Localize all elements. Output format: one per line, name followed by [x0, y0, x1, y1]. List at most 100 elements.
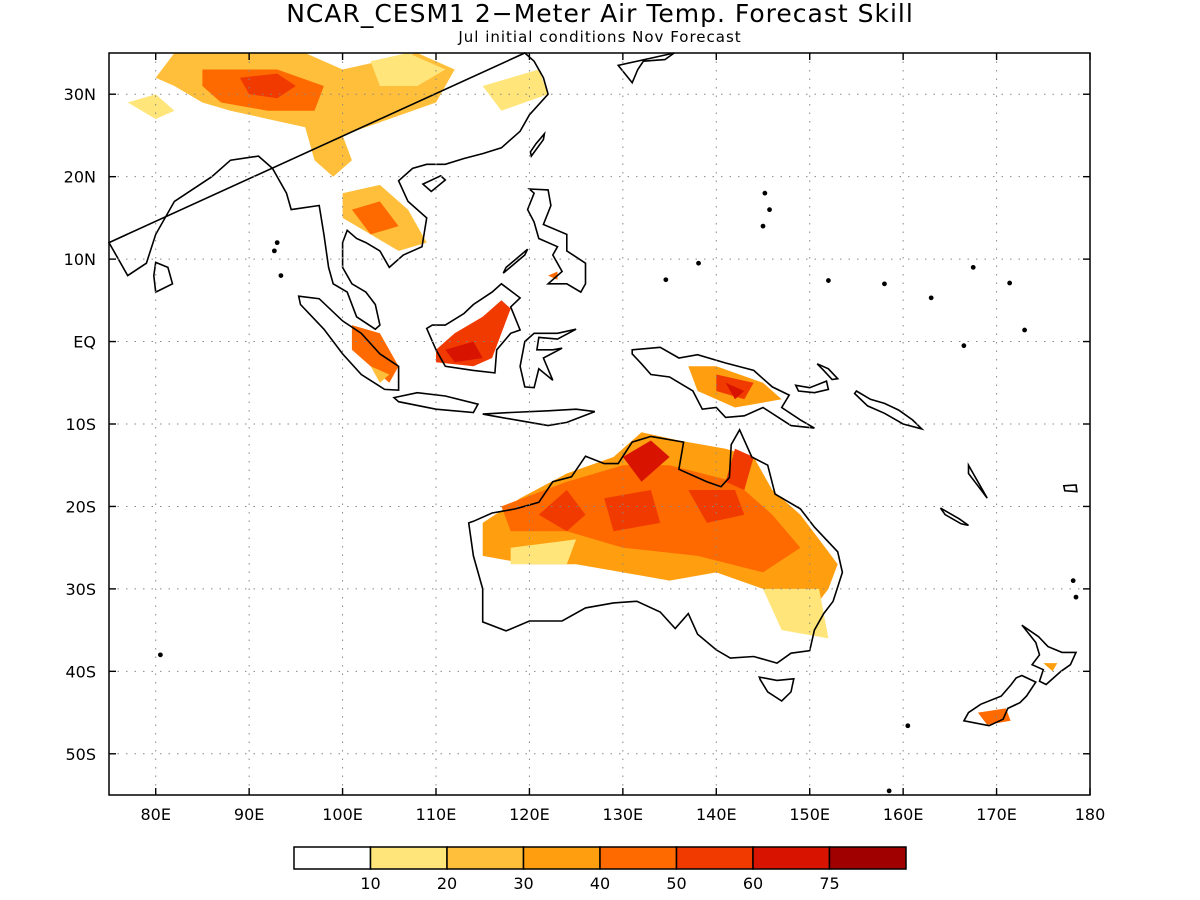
coastline-17	[939, 507, 969, 527]
lat-tick-label: 40S	[65, 662, 96, 681]
coastline-6	[482, 408, 596, 427]
lon-tick-label: 130E	[603, 805, 644, 824]
island-12	[696, 260, 701, 266]
island-6	[663, 277, 669, 283]
island-14	[905, 723, 911, 729]
skill-patch-22	[688, 490, 745, 523]
island-4	[767, 207, 772, 213]
latitude-ticks: 30N 20N 10N EQ 10S 20S 30S 40S 50S	[64, 85, 1090, 764]
lon-tick-label: 110E	[416, 805, 457, 824]
island-16	[886, 788, 892, 794]
coastline-8	[519, 328, 577, 389]
island-11	[970, 264, 976, 270]
island-18	[1073, 594, 1079, 600]
skill-patch-12	[445, 341, 483, 363]
skill-patch-5	[370, 53, 446, 86]
graticule	[109, 53, 1090, 795]
coastline-21	[816, 363, 840, 381]
skill-patch-10	[370, 366, 390, 383]
colorbar: 10 20 30 40 50 60 75	[293, 846, 907, 893]
coastline-18	[967, 462, 988, 499]
lon-tick-label: 120E	[509, 805, 550, 824]
island-10	[1022, 327, 1028, 333]
skill-patch-15	[716, 374, 754, 400]
lat-tick-label: 20S	[65, 497, 96, 516]
island-2	[278, 273, 284, 279]
coastline-16	[853, 389, 925, 431]
map-subtitle: Jul initial conditions Nov Forecast	[458, 28, 742, 46]
coastline-19	[1062, 484, 1078, 493]
skill-patch-25	[763, 588, 829, 639]
longitude-ticks: 80E 90E 100E 110E 120E 130E 140E 150E 160E 170E 18…	[140, 53, 1105, 824]
coastline-10	[502, 248, 529, 274]
coastline-0	[107, 52, 549, 331]
coastline-13	[758, 676, 795, 703]
skill-patch-27	[1043, 663, 1058, 672]
lon-tick-label: 150E	[789, 805, 830, 824]
skill-patch-4	[127, 94, 175, 119]
island-13	[826, 278, 831, 283]
colorbar-swatch-6	[752, 846, 831, 870]
lat-tick-label: 50S	[65, 745, 96, 764]
coastline-1	[152, 261, 174, 294]
skill-patch-26	[977, 708, 1011, 725]
coastline-20	[794, 380, 830, 394]
coastline-15	[962, 674, 1037, 727]
colorbar-label: 30	[513, 874, 533, 893]
lat-tick-label: 10S	[65, 415, 96, 434]
coastline-layer	[107, 52, 1079, 794]
island-5	[762, 190, 768, 196]
lon-tick-label: 170E	[976, 805, 1017, 824]
skill-shading-layer	[127, 53, 1058, 725]
lat-tick-label: EQ	[73, 333, 96, 352]
island-8	[928, 295, 934, 301]
lat-tick-label: 30N	[64, 85, 96, 104]
island-17	[1070, 578, 1076, 584]
island-7	[882, 281, 887, 287]
skill-patch-23	[725, 448, 754, 490]
skill-patch-19	[538, 490, 586, 532]
coastline-5	[392, 391, 480, 414]
island-15	[157, 652, 163, 658]
skill-patch-8	[351, 201, 399, 235]
coastline-9	[526, 188, 587, 294]
lat-tick-label: 20N	[64, 168, 96, 187]
coastline-22	[616, 52, 675, 85]
colorbar-swatch-7	[828, 846, 907, 870]
coastline-7	[425, 282, 522, 374]
coastline-3	[421, 174, 447, 193]
colorbar-swatch-3	[522, 846, 601, 870]
lon-tick-label: 80E	[140, 805, 170, 824]
colorbar-swatch-1	[369, 846, 448, 870]
island-19	[961, 343, 967, 349]
skill-patch-2	[239, 73, 296, 99]
lat-tick-label: 30S	[65, 580, 96, 599]
colorbar-swatch-4	[599, 846, 678, 870]
colorbar-label: 50	[666, 874, 686, 893]
colorbar-swatch-2	[446, 846, 525, 870]
lon-tick-label: 140E	[696, 805, 737, 824]
lat-tick-label: 10N	[64, 250, 96, 269]
skill-patch-20	[622, 440, 670, 482]
colorbar-swatch-5	[675, 846, 754, 870]
colorbar-label: 75	[819, 874, 839, 893]
colorbar-label: 60	[743, 874, 763, 893]
colorbar-swatch-0	[293, 846, 372, 870]
island-0	[274, 240, 280, 246]
island-1	[271, 248, 277, 254]
skill-patch-9	[351, 325, 399, 383]
coastline-14	[1021, 624, 1078, 686]
coastline-4	[297, 295, 400, 392]
colorbar-label: 20	[437, 874, 457, 893]
lon-tick-label: 160E	[883, 805, 924, 824]
island-9	[1007, 280, 1013, 286]
skill-patch-6	[482, 69, 549, 111]
lon-tick-label: 90E	[234, 805, 264, 824]
map-title: NCAR_CESM1 2−Meter Air Temp. Forecast Sk…	[286, 0, 914, 28]
coastline-12	[467, 428, 844, 664]
skill-patch-24	[510, 539, 577, 565]
lon-tick-label: 180	[1075, 805, 1106, 824]
skill-patch-13	[548, 271, 558, 280]
island-3	[760, 223, 766, 229]
